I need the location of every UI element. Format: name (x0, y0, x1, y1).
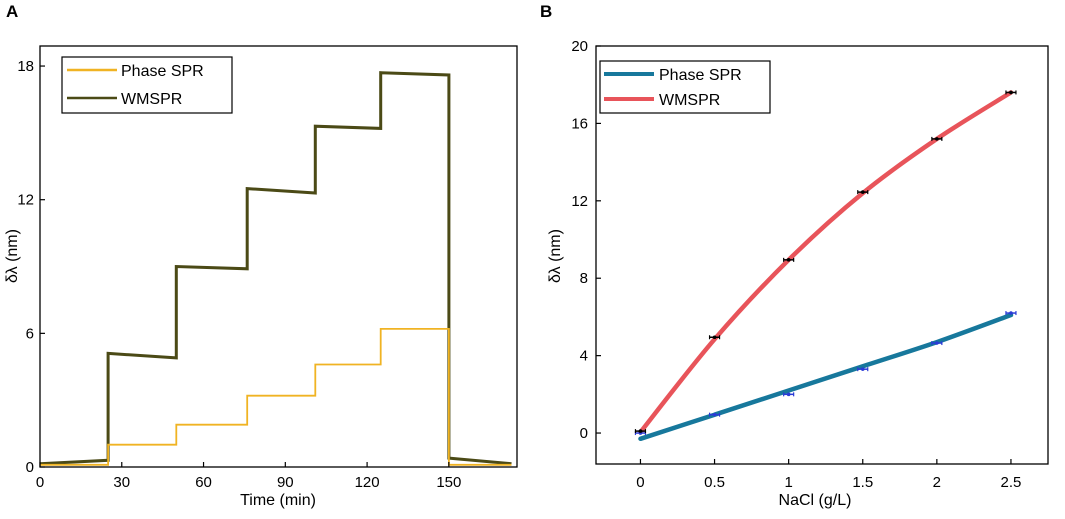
panel-b-x-ticks: 0 0.5 1 1.5 2 2.5 (636, 459, 1021, 491)
panel-b-y-ticks: 0 4 8 12 16 20 (571, 38, 601, 442)
panel-b-data-point-phase-spr (708, 412, 721, 417)
panel-b-legend-label-wmspr: WMSPR (659, 92, 720, 109)
panel-b-y-axis-title: δλ (nm) (547, 229, 564, 283)
panel-a-series-line-wmspr (39, 71, 512, 466)
panel-b-data-point-phase-spr (931, 341, 943, 346)
panel-a-y-tick-label: 0 (26, 459, 34, 476)
panel-b-data-point-wmspr (708, 335, 721, 340)
panel-b-y-tick-label: 4 (580, 348, 588, 365)
panel-b-data-point-wmspr (1005, 90, 1017, 95)
panel-a-series-line-phase-spr (40, 328, 512, 466)
panel-b-legend-label-phase-spr: Phase SPR (659, 67, 742, 84)
panel-b-legend-box (599, 60, 771, 114)
panel-b-x-tick-label: 0 (636, 474, 644, 491)
panel-b: B 0 0.5 1 1.5 2 2.5 0 4 8 12 16 20 NaCl (g/L) δλ (… (540, 2, 1049, 509)
panel-b-y-tick-label: 0 (580, 425, 588, 442)
panel-b-plot-marks (634, 90, 1017, 442)
panel-b-x-tick-label: 1 (784, 474, 792, 491)
panel-a-x-tick-label: 150 (436, 474, 461, 491)
panel-b-x-tick-label: 0.5 (704, 474, 725, 491)
panel-b-data-point-phase-spr (1005, 311, 1017, 316)
panel-a-x-tick-label: 90 (277, 474, 294, 491)
panel-a-y-axis-title: δλ (nm) (4, 229, 21, 283)
panel-a-y-ticks: 0 6 12 18 (17, 58, 45, 476)
panel-b-frame (595, 45, 1049, 465)
panel-a: A 0 30 60 90 120 150 0 6 12 18 Time (min) δλ (nm… (4, 2, 518, 509)
panel-a-y-tick-label: 18 (17, 58, 34, 75)
panel-a-legend: Phase SPR WMSPR (61, 56, 233, 114)
panel-b-label: B (540, 2, 552, 21)
panel-b-x-tick-label: 1.5 (852, 474, 873, 491)
panel-b-legend: Phase SPR WMSPR (599, 60, 771, 114)
panel-b-y-tick-label: 8 (580, 270, 588, 287)
panel-a-legend-label-phase-spr: Phase SPR (121, 63, 204, 80)
panel-b-data-point-phase-spr (857, 367, 869, 372)
panel-b-fit-line-phase-spr (638, 312, 1014, 442)
panel-a-legend-box (61, 56, 233, 114)
panel-b-fit-line-wmspr (638, 90, 1014, 435)
panel-b-y-tick-label: 20 (571, 38, 588, 55)
panel-b-data-point-wmspr (634, 429, 647, 434)
panel-a-y-tick-label: 12 (17, 192, 34, 209)
panel-b-data-point-wmspr (783, 257, 795, 262)
panel-a-legend-label-wmspr: WMSPR (121, 91, 182, 108)
panel-b-y-tick-label: 16 (571, 115, 588, 132)
panel-b-data-point-phase-spr (783, 392, 795, 397)
panel-a-y-tick-label: 6 (26, 325, 34, 342)
panel-b-y-tick-label: 12 (571, 193, 588, 210)
panel-a-frame (39, 45, 518, 468)
panel-a-x-axis-title: Time (min) (240, 492, 316, 509)
panel-b-x-tick-label: 2 (933, 474, 941, 491)
panel-b-x-axis-title: NaCl (g/L) (779, 492, 852, 509)
panel-b-data-point-wmspr (931, 136, 943, 141)
panel-a-x-tick-label: 60 (195, 474, 212, 491)
panel-a-x-ticks: 0 30 60 90 120 150 (36, 462, 461, 491)
panel-b-x-tick-label: 2.5 (1001, 474, 1022, 491)
panel-a-plot-lines (39, 71, 512, 466)
panel-a-x-tick-label: 30 (113, 474, 130, 491)
panel-a-label: A (6, 2, 18, 21)
panel-a-x-tick-label: 120 (355, 474, 380, 491)
panel-a-x-tick-label: 0 (36, 474, 44, 491)
panel-b-data-point-wmspr (857, 190, 869, 195)
